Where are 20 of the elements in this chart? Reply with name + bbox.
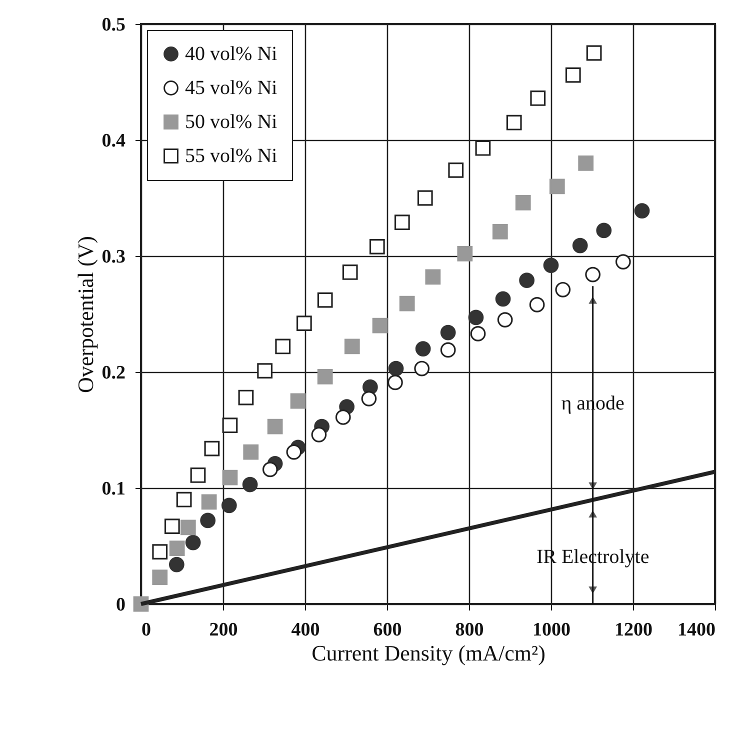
x-tick-label: 400: [291, 620, 320, 640]
legend-label: 50 vol% Ni: [185, 111, 278, 133]
x-tick-label: 1000: [532, 620, 570, 640]
legend-label: 40 vol% Ni: [185, 43, 278, 65]
y-tick-label: 0.5: [102, 14, 126, 36]
x-tick-label: 800: [455, 620, 484, 640]
x-axis-title: Current Density (mA/cm²): [312, 640, 546, 666]
y-tick-label: 0.4: [102, 130, 126, 152]
x-tick-label: 600: [373, 620, 402, 640]
legend-label: 45 vol% Ni: [185, 77, 278, 99]
legend-label: 55 vol% Ni: [185, 145, 278, 167]
y-axis-title: Overpotential (V): [72, 236, 98, 393]
y-tick-label: 0.2: [102, 362, 126, 384]
x-tick-label: 1200: [614, 620, 652, 640]
x-tick-label: 1400: [678, 620, 716, 640]
y-tick-label: 0.1: [102, 478, 126, 500]
y-tick-label: 0.3: [102, 246, 126, 268]
y-tick-label: 0: [116, 594, 126, 616]
x-tick-label: 200: [209, 620, 238, 640]
x-tick-label: 0: [142, 620, 151, 640]
